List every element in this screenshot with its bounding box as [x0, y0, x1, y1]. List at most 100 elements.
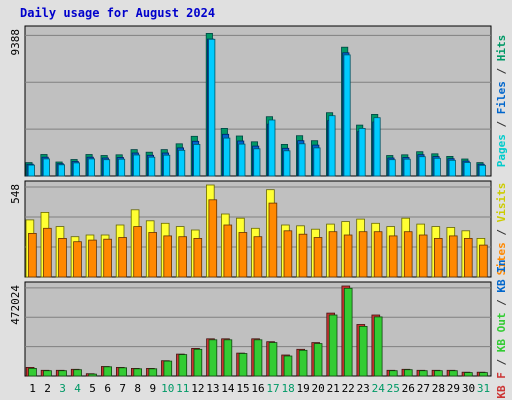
bar: [223, 137, 231, 177]
bar: [133, 226, 142, 278]
legend-text: Visits: [495, 183, 508, 223]
bar: [27, 164, 35, 177]
x-tick-label: 18: [281, 382, 294, 395]
bar: [343, 234, 353, 278]
x-tick-label: 23: [357, 382, 370, 395]
bar: [449, 370, 458, 377]
bar: [328, 314, 338, 377]
chart-title: Daily usage for August 2024: [20, 6, 215, 20]
legend-text: /: [495, 293, 508, 313]
panel-visits-sites: 548 Sites / Visits: [9, 180, 508, 278]
bar: [373, 316, 383, 377]
legend-text: Pages: [495, 134, 508, 167]
bar: [148, 232, 158, 278]
bar: [88, 373, 97, 377]
bar: [388, 235, 398, 278]
x-tick-label: 26: [402, 382, 415, 395]
x-tick-label: 22: [342, 382, 355, 395]
bar: [148, 156, 156, 177]
bar: [268, 202, 278, 278]
bar: [193, 143, 201, 177]
bar: [253, 236, 263, 278]
bar: [328, 115, 336, 177]
bar: [178, 149, 186, 177]
bar: [148, 368, 158, 377]
series-legend-label: Pages / Files / Hits: [495, 35, 508, 168]
bar: [193, 237, 203, 278]
chart-panels: 9388 Pages / Files / Hits 548 Sites / Visit…: [9, 25, 508, 399]
bar: [28, 232, 37, 278]
bar: [73, 369, 82, 377]
x-tick-label: 5: [89, 382, 96, 395]
x-tick-label: 15: [236, 382, 249, 395]
bar: [163, 235, 173, 278]
bar: [418, 234, 428, 278]
bar: [283, 150, 291, 177]
bar: [268, 342, 278, 377]
x-tick-label: 1: [29, 382, 36, 395]
bar: [388, 159, 396, 177]
bar: [223, 224, 233, 278]
bar: [43, 370, 52, 377]
bar: [72, 162, 81, 177]
bar: [358, 231, 368, 278]
legend-text: /: [495, 114, 508, 134]
bar: [118, 367, 128, 377]
bar: [178, 354, 188, 377]
y-max-label: 9388: [9, 29, 22, 56]
bar: [163, 360, 173, 377]
x-tick-label: 16: [251, 382, 264, 395]
bar: [28, 367, 37, 377]
bar: [223, 339, 233, 377]
bar: [253, 339, 263, 377]
bar: [42, 158, 50, 177]
bar: [238, 143, 246, 177]
x-tick-label: 25: [387, 382, 400, 395]
y-max-label: 548: [9, 184, 22, 204]
bar: [58, 370, 67, 377]
bar: [87, 158, 96, 177]
x-tick-label: 27: [417, 382, 430, 395]
x-tick-label: 20: [311, 382, 324, 395]
legend-text: KB In: [495, 259, 508, 292]
x-tick-label: 19: [296, 382, 309, 395]
x-tick-label: 6: [104, 382, 111, 395]
bar: [403, 158, 411, 177]
bar: [418, 370, 428, 377]
x-tick-label: 12: [191, 382, 204, 395]
bar: [57, 164, 65, 177]
bar: [283, 230, 293, 278]
bar: [448, 159, 456, 177]
x-tick-label: 29: [447, 382, 460, 395]
bar: [373, 231, 383, 278]
bar: [313, 343, 323, 377]
legend-text: Sites: [495, 242, 508, 275]
bar: [208, 199, 218, 278]
bar: [343, 54, 351, 177]
bar: [373, 117, 381, 177]
legend-text: KB Out: [495, 312, 508, 352]
bar: [103, 366, 113, 377]
x-axis-labels: 1 2 3 4 5 6 7 8 9 10 11 12 13 14 15 16 17 18 19 20 21 22 23 24 2…: [29, 382, 490, 395]
x-tick-label: 30: [462, 382, 475, 395]
x-tick-label: 28: [432, 382, 445, 395]
bar: [298, 233, 308, 278]
bar: [403, 369, 413, 377]
x-tick-label: 3: [59, 382, 66, 395]
bar: [238, 353, 248, 377]
x-tick-label: 21: [327, 382, 340, 395]
legend-text: /: [495, 222, 508, 242]
panel-hits-files-pages: 9388 Pages / Files / Hits: [9, 25, 508, 177]
legend-text: Hits: [495, 35, 508, 62]
x-tick-label: 9: [149, 382, 156, 395]
bar: [479, 372, 488, 377]
x-tick-label: 14: [221, 382, 235, 395]
bar: [43, 227, 52, 278]
x-tick-label: 24: [372, 382, 386, 395]
legend-text: /: [495, 61, 508, 81]
bar: [253, 148, 261, 177]
x-tick-label: 17: [266, 382, 279, 395]
